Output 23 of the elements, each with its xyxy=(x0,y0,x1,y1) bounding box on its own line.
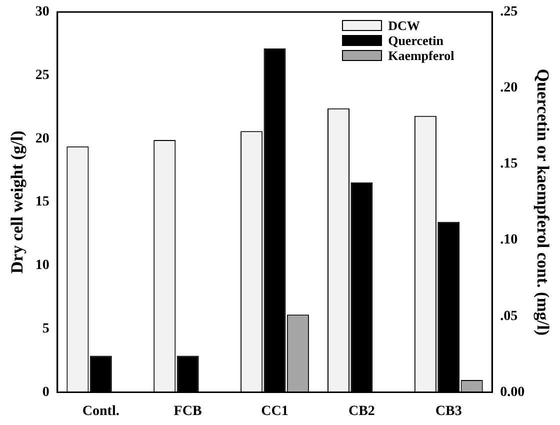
y-tick-label: 5 xyxy=(42,321,50,336)
legend-label: Quercetin xyxy=(388,33,444,48)
y2-tick-label: 0.00 xyxy=(500,384,525,400)
x-tick-label: Contl. xyxy=(82,404,120,420)
y-tick-label: 25 xyxy=(35,68,50,83)
y-tick-label: 15 xyxy=(35,194,50,210)
x-tick-label: CB3 xyxy=(435,404,462,420)
legend-label: DCW xyxy=(388,18,420,33)
x-tick-label: FCB xyxy=(174,404,202,420)
y2-axis-title: Quercetin or kaempferol cont. (mg/l) xyxy=(533,68,552,336)
legend-label: Kaempferol xyxy=(388,48,454,63)
y-axis-title: Dry cell weight (g/l) xyxy=(8,130,27,274)
y2-tick-label: .10 xyxy=(500,232,518,248)
y2-tick-label: .05 xyxy=(500,308,518,324)
y-tick-label: 10 xyxy=(35,258,50,274)
x-tick-label: CC1 xyxy=(261,404,288,420)
y2-tick-label: .25 xyxy=(500,4,518,20)
y2-tick-label: .20 xyxy=(500,80,518,96)
y-tick-label: 20 xyxy=(35,131,50,146)
y2-tick-label: .15 xyxy=(500,156,518,172)
y-tick-label: 0 xyxy=(42,384,50,400)
x-tick-label: CB2 xyxy=(348,404,375,420)
y-tick-label: 30 xyxy=(35,4,50,20)
